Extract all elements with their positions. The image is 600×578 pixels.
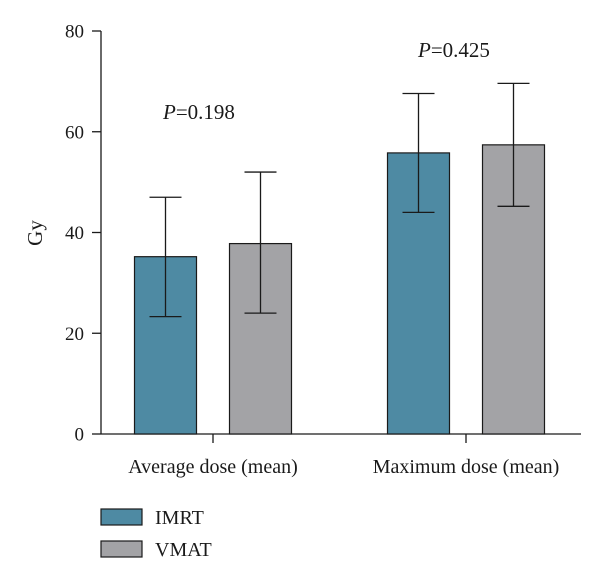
y-axis-ticks: 0 20 40 60 80 [65, 22, 101, 446]
legend-label-imrt: IMRT [155, 507, 204, 529]
y-tick-label: 20 [65, 324, 84, 345]
y-axis-label: Gy [23, 220, 47, 246]
p-value: =0.198 [176, 100, 235, 124]
x-category-label: Average dose (mean) [128, 456, 298, 478]
x-axis: Average dose (mean) Maximum dose (mean) [101, 433, 581, 478]
y-tick-label: 40 [65, 223, 84, 244]
p-value-annotation: P=0.198 [162, 100, 235, 124]
legend-label-vmat: VMAT [155, 539, 212, 561]
bars [133, 144, 546, 435]
error-bars [149, 82, 530, 318]
legend-swatch-imrt [100, 508, 143, 526]
y-tick-label: 80 [65, 22, 84, 43]
p-value: =0.425 [431, 38, 490, 62]
y-tick-label: 0 [75, 425, 85, 446]
y-tick-label: 60 [65, 122, 84, 143]
p-symbol: P [162, 100, 176, 124]
p-value-annotation: P=0.425 [417, 38, 490, 62]
y-axis: 0 20 40 60 80 Gy [23, 22, 102, 446]
p-symbol: P [417, 38, 431, 62]
x-axis-category-labels: Average dose (mean) Maximum dose (mean) [128, 434, 559, 478]
x-category-label: Maximum dose (mean) [373, 456, 560, 478]
legend-swatch-vmat [100, 540, 143, 558]
legend: IMRT VMAT [100, 507, 212, 561]
